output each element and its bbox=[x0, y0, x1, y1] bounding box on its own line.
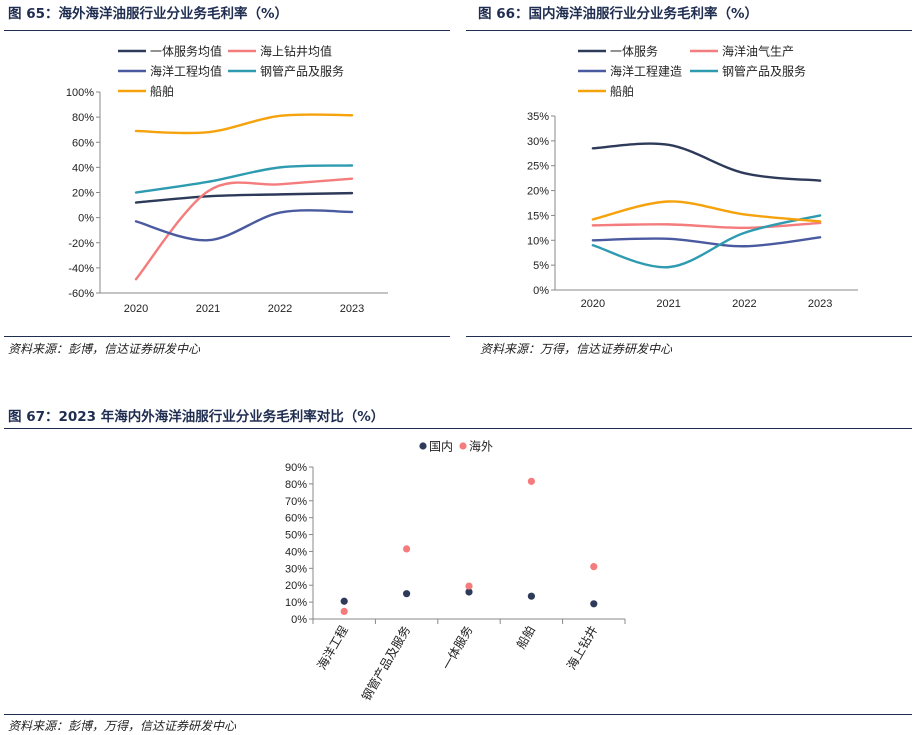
fig65-series-line-2 bbox=[134, 177, 354, 281]
fig67-y-tick-label: 10% bbox=[285, 597, 307, 609]
fig65-x-tick-label: 2020 bbox=[124, 303, 148, 315]
fig67-y-tick-label: 70% bbox=[285, 496, 307, 508]
fig67-y-tick-label: 30% bbox=[285, 563, 307, 575]
fig65-legend-label-2: 海上钻井均值 bbox=[260, 44, 332, 59]
fig65-series-line-1 bbox=[134, 191, 354, 204]
fig66-x-tick-label: 2022 bbox=[732, 298, 756, 310]
fig67-x-tick-label: 海上钻井 bbox=[563, 623, 600, 672]
fig65-bottom-rule bbox=[4, 336, 450, 337]
fig65-legend-label-5: 船舶 bbox=[150, 84, 174, 99]
fig67-title: 图 67：2023 年海内外海洋油服行业分业务毛利率对比（%） bbox=[8, 409, 385, 425]
fig66-source: 资料来源：万得，信达证券研发中心 bbox=[480, 342, 673, 356]
fig65-y-tick-label: -40% bbox=[68, 263, 94, 275]
fig67-x-tick-label: 钢管产品及服务 bbox=[358, 623, 413, 703]
fig66-legend-label-2: 海洋油气生产 bbox=[722, 44, 794, 59]
fig67-point-国内-一体服务 bbox=[465, 588, 473, 596]
fig67-legend-label-1: 国内 bbox=[429, 440, 453, 454]
fig66-x-tick-label: 2020 bbox=[581, 298, 605, 310]
fig65-title: 图 65：海外海洋油服行业分业务毛利率（%） bbox=[8, 6, 289, 22]
fig67-legend-label-2: 海外 bbox=[469, 439, 493, 454]
fig67-point-国内-海洋工程 bbox=[340, 597, 348, 605]
fig66-legend-label-1: 一体服务 bbox=[610, 44, 658, 59]
fig66-x-tick-label: 2023 bbox=[808, 298, 832, 310]
fig66-legend-label-3: 海洋工程建造 bbox=[610, 64, 682, 79]
fig66-series-line-2 bbox=[591, 221, 822, 230]
fig67-y-tick-label: 20% bbox=[285, 580, 307, 592]
fig67-y-tick-label: 90% bbox=[285, 462, 307, 474]
fig66-legend-label-5: 船舶 bbox=[610, 84, 634, 99]
fig65-source: 资料来源：彭博，信达证券研发中心 bbox=[8, 342, 201, 356]
fig67-y-tick-label: 80% bbox=[285, 479, 307, 491]
fig67-legend-marker-1 bbox=[419, 442, 427, 450]
fig67-point-海外-海洋工程 bbox=[340, 607, 348, 616]
fig67-point-海外-一体服务 bbox=[465, 582, 473, 590]
fig66-bottom-rule bbox=[466, 336, 912, 337]
fig65-y-tick-label: -20% bbox=[68, 238, 94, 250]
fig65-series-line-3 bbox=[134, 209, 354, 242]
fig67-point-海外-海上钻井 bbox=[590, 563, 598, 571]
fig67-x-tick-label: 一体服务 bbox=[439, 623, 476, 672]
fig67-point-海外-钢管产品及服务 bbox=[403, 545, 411, 553]
fig67-y-tick-label: 50% bbox=[285, 530, 307, 542]
fig66-x-tick-label: 2021 bbox=[656, 298, 680, 310]
fig66-series-line-4 bbox=[591, 214, 822, 269]
fig67-bottom-rule bbox=[4, 714, 912, 715]
fig65-legend-label-3: 海洋工程均值 bbox=[150, 64, 222, 79]
fig65-x-tick-label: 2022 bbox=[268, 303, 292, 315]
fig65-top-rule bbox=[4, 30, 450, 31]
fig66-y-tick-label: 15% bbox=[527, 210, 549, 222]
fig66-title: 图 66：国内海洋油服行业分业务毛利率（%） bbox=[478, 6, 759, 22]
fig65-y-tick-label: 20% bbox=[72, 188, 94, 200]
fig65-y-tick-label: 60% bbox=[72, 137, 94, 149]
fig65-y-tick-label: -60% bbox=[68, 288, 94, 300]
fig66-y-tick-label: 10% bbox=[527, 235, 549, 247]
fig67-y-tick-label: 0% bbox=[291, 614, 307, 626]
fig66-y-tick-label: 5% bbox=[533, 260, 549, 272]
fig66-top-rule bbox=[466, 30, 912, 31]
fig67-point-国内-钢管产品及服务 bbox=[403, 590, 411, 598]
fig65-legend-label-1: 一体服务均值 bbox=[150, 44, 222, 59]
fig65-x-tick-label: 2021 bbox=[196, 303, 220, 315]
fig67-y-tick-label: 60% bbox=[285, 513, 307, 525]
fig65-y-tick-label: 80% bbox=[72, 112, 94, 124]
fig66-series-line-3 bbox=[591, 236, 822, 248]
fig66-y-tick-label: 35% bbox=[527, 111, 549, 123]
fig65-y-tick-label: 0% bbox=[78, 213, 94, 225]
fig65-legend-label-4: 钢管产品及服务 bbox=[260, 64, 344, 79]
fig65-y-tick-label: 40% bbox=[72, 162, 94, 174]
fig67-point-国内-船舶 bbox=[527, 592, 536, 600]
fig67-point-海外-船舶 bbox=[527, 477, 536, 485]
fig66-y-tick-label: 20% bbox=[527, 186, 549, 198]
fig67-source: 资料来源：彭博，万得，信达证券研发中心 bbox=[8, 719, 237, 733]
fig67-y-tick-label: 40% bbox=[285, 546, 307, 558]
fig66-y-tick-label: 0% bbox=[533, 285, 549, 297]
fig67-x-tick-label: 船舶 bbox=[513, 623, 538, 651]
fig65-series-line-4 bbox=[134, 164, 354, 194]
fig65-series-line-5 bbox=[134, 113, 354, 135]
fig65-x-tick-label: 2023 bbox=[340, 303, 364, 315]
fig66-series-line-5 bbox=[591, 200, 822, 223]
fig67-top-rule bbox=[4, 428, 912, 429]
fig66-y-tick-label: 30% bbox=[527, 136, 549, 148]
fig67-legend-marker-2 bbox=[459, 442, 467, 450]
fig66-legend-label-4: 钢管产品及服务 bbox=[722, 64, 806, 79]
fig67-x-tick-label: 海洋工程 bbox=[314, 623, 351, 672]
fig67-point-国内-海上钻井 bbox=[590, 600, 598, 608]
fig66-y-tick-label: 25% bbox=[527, 161, 549, 173]
fig66-series-line-1 bbox=[591, 142, 822, 182]
fig65-y-tick-label: 100% bbox=[66, 87, 94, 99]
